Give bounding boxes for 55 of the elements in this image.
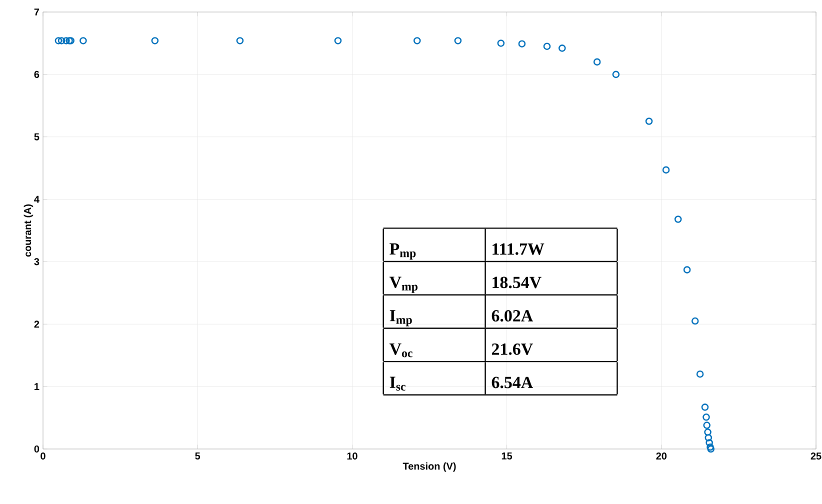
x-tick-label: 10 [347,452,358,460]
point [702,414,710,421]
x-tick-label: 20 [656,452,667,460]
point [706,443,714,451]
point [334,37,342,44]
x-tick-label: 25 [810,452,822,460]
annotation: 21.6V [492,343,533,355]
point [703,422,711,429]
point [558,44,566,52]
y-tick-label: 1 [34,383,40,390]
point [696,370,704,378]
annotation: P$_{mp}$ [390,243,416,260]
point [683,266,691,274]
point [497,40,505,47]
point [54,37,62,44]
point [236,37,244,44]
annotation: V$_{oc}$ [389,343,412,358]
x-tick-label: 15 [502,452,512,460]
annotation: 18.54V [492,276,542,288]
point [707,445,715,453]
x-axis-title: Tension (V) [402,462,456,472]
point [58,37,66,44]
x-tick-label: 5 [195,452,200,460]
point [704,434,712,442]
point [413,37,421,44]
point [454,37,462,44]
point [151,37,159,44]
annotation: I$_{mp}$ [390,310,412,326]
point [662,166,670,174]
point [80,37,87,44]
point [593,58,601,66]
point [701,404,709,411]
point [704,428,712,436]
y-tick-label: 6 [34,70,40,78]
y-axis-title: courant (A) [24,204,34,257]
annotation: I$_{sc}$ [390,376,406,391]
y-tick-label: 2 [34,320,40,328]
y-tick-label: 5 [34,133,40,140]
point [518,40,526,48]
annotation: 111.7W [492,243,544,255]
annotation: 6.54A [492,376,534,388]
y-tick-label: 4 [34,196,40,203]
point [674,216,682,223]
y-tick-label: 0 [34,445,40,453]
annotation: V$_{mp}$ [389,276,418,293]
y-tick-label: 7 [34,8,40,16]
point [543,42,551,50]
point [706,439,713,446]
point [645,118,653,125]
point [691,317,699,325]
point [612,70,620,78]
annotation: 6.02A [492,310,534,322]
point [62,37,70,44]
x-tick-label: 0 [40,452,46,460]
y-tick-label: 3 [34,258,40,266]
